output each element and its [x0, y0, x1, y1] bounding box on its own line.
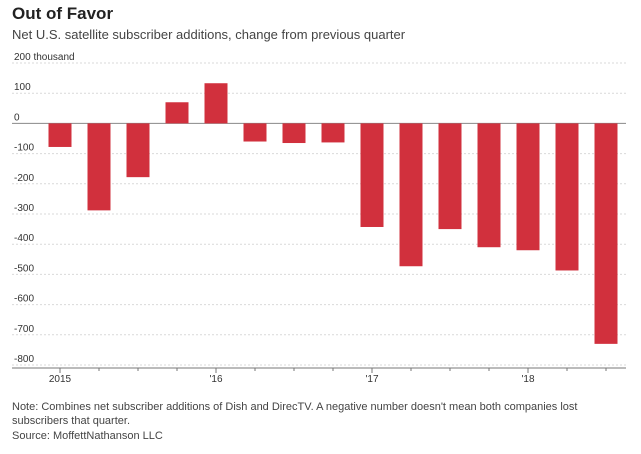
bar-q1-2017: Q1 2017 [360, 123, 384, 227]
bar-q4-2015: Q4 2015 [165, 102, 189, 124]
y-tick-label: -500 [14, 263, 34, 274]
x-tick-label: 2015 [49, 374, 72, 385]
chart-title: Out of Favor [12, 4, 114, 23]
y-tick-label: -400 [14, 233, 34, 244]
y-tick-label: -800 [14, 354, 34, 365]
bar-chart: Q1 2015 Q2 2015 Q3 2015 Q4 2015 Q1 2016 Q2 20… [12, 52, 626, 385]
y-tick-label: 0 [14, 112, 20, 123]
bar-q2-2015: Q2 2015 [87, 123, 111, 211]
bars: Q1 2015 Q2 2015 Q3 2015 Q4 2015 Q1 2016 Q2 20… [48, 83, 618, 344]
bar-q2-2018: Q2 2018 [555, 123, 579, 271]
bar-q3-2018: Q3 2018 [594, 123, 618, 344]
chart-source: Source: MoffettNathanson LLC [12, 430, 163, 442]
x-tick-label: '16 [209, 374, 222, 385]
y-tick-label: -700 [14, 324, 34, 335]
bar-q3-2016: Q3 2016 [282, 123, 306, 144]
axes: 200 thousand 100 0 -100 -200 -300 -400 -500 -600… [12, 52, 626, 385]
bar-q1-2018: Q1 2018 [516, 123, 540, 251]
bar-q2-2016: Q2 2016 [243, 123, 267, 142]
y-tick-label: 100 [14, 82, 31, 93]
y-tick-label: -300 [14, 203, 34, 214]
bar-q3-2015: Q3 2015 [126, 123, 150, 178]
bar-q4-2017: Q4 2017 [477, 123, 501, 248]
chart-note: Note: Combines net subscriber additions … [12, 401, 578, 427]
bar-q1-2016: Q1 2016 [204, 83, 228, 124]
y-tick-label: -600 [14, 294, 34, 305]
x-tick-label: '18 [521, 374, 534, 385]
bar-q2-2017: Q2 2017 [399, 123, 423, 267]
y-tick-label: 200 thousand [14, 52, 75, 63]
y-tick-label: -200 [14, 173, 34, 184]
chart-subtitle: Net U.S. satellite subscriber additions,… [12, 27, 406, 42]
bar-q4-2016: Q4 2016 [321, 123, 345, 143]
x-tick-label: '17 [365, 374, 378, 385]
bar-q1-2015: Q1 2015 [48, 123, 72, 147]
y-tick-label: -100 [14, 143, 34, 154]
bar-q3-2017: Q3 2017 [438, 123, 462, 230]
